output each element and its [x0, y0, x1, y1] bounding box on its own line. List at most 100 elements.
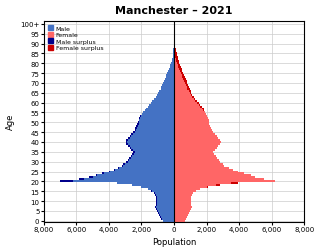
Bar [140, 116, 141, 118]
Bar [174, 81, 184, 83]
Bar [139, 122, 174, 124]
Y-axis label: Age: Age [5, 114, 14, 130]
Bar [174, 118, 208, 120]
Bar [174, 206, 192, 208]
Bar [156, 208, 157, 210]
Bar [114, 169, 115, 171]
Bar [149, 104, 174, 106]
Bar [174, 98, 194, 100]
Bar [174, 163, 223, 165]
Bar [109, 171, 110, 173]
Bar [128, 159, 129, 161]
Bar [174, 175, 251, 177]
Bar [203, 110, 204, 112]
Bar [162, 85, 174, 86]
Bar [174, 151, 213, 153]
Bar [151, 102, 174, 104]
Bar [174, 59, 176, 61]
Bar [200, 106, 202, 108]
Bar [174, 124, 209, 126]
Bar [174, 71, 180, 73]
Bar [141, 116, 174, 118]
Bar [148, 106, 174, 108]
Bar [174, 51, 175, 53]
Bar [174, 112, 204, 114]
Bar [174, 141, 221, 143]
Bar [183, 79, 186, 81]
Bar [174, 143, 220, 145]
Bar [160, 216, 161, 218]
Bar [146, 108, 174, 110]
Bar [162, 218, 174, 220]
Bar [174, 122, 209, 124]
Bar [174, 181, 275, 183]
Bar [171, 63, 174, 65]
Bar [152, 191, 174, 193]
Bar [174, 208, 191, 210]
Bar [173, 49, 174, 51]
Bar [131, 149, 133, 151]
Bar [163, 83, 174, 85]
Bar [172, 61, 174, 63]
Bar [151, 191, 152, 193]
Bar [135, 151, 174, 153]
Bar [135, 128, 137, 130]
Bar [174, 212, 189, 214]
Bar [174, 104, 199, 106]
Bar [161, 88, 174, 90]
Bar [104, 173, 174, 175]
Bar [174, 79, 183, 81]
Bar [136, 130, 174, 132]
Bar [167, 73, 174, 75]
Title: Manchester – 2021: Manchester – 2021 [115, 6, 233, 15]
Bar [155, 194, 156, 196]
Bar [186, 85, 188, 86]
Bar [174, 128, 211, 130]
Bar [131, 134, 133, 136]
Bar [156, 196, 174, 198]
Bar [157, 202, 174, 204]
Bar [157, 198, 174, 200]
Bar [110, 171, 174, 173]
Bar [155, 193, 174, 194]
Bar [192, 96, 194, 98]
Bar [189, 90, 191, 92]
Bar [148, 188, 174, 191]
Bar [126, 143, 128, 145]
Bar [175, 55, 177, 57]
Bar [173, 53, 174, 55]
Bar [153, 100, 174, 102]
Bar [174, 41, 175, 43]
Bar [174, 159, 219, 161]
Bar [175, 51, 176, 53]
Bar [174, 165, 225, 167]
Bar [128, 143, 174, 145]
Bar [174, 57, 175, 59]
Bar [174, 204, 191, 206]
Bar [180, 71, 182, 73]
Bar [133, 153, 174, 155]
Bar [160, 214, 174, 216]
Bar [204, 112, 205, 114]
Bar [174, 193, 193, 194]
Bar [174, 188, 200, 191]
Bar [136, 126, 138, 128]
Bar [60, 181, 73, 183]
Bar [162, 86, 174, 88]
Bar [117, 183, 174, 184]
Bar [174, 69, 179, 71]
Bar [231, 183, 237, 184]
Bar [154, 193, 155, 194]
Bar [174, 73, 181, 75]
Bar [187, 86, 189, 88]
Bar [155, 206, 156, 208]
Bar [132, 153, 133, 155]
Bar [176, 61, 179, 63]
Bar [133, 151, 135, 153]
Bar [158, 92, 174, 94]
Bar [170, 67, 174, 69]
Bar [174, 173, 244, 175]
Bar [154, 98, 174, 100]
Bar [174, 198, 191, 200]
Bar [169, 69, 174, 71]
